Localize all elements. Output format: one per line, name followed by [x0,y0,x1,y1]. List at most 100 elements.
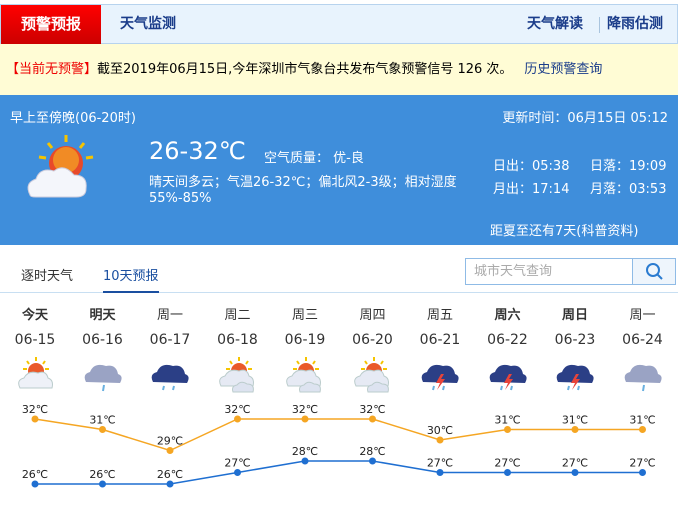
date-label: 06-17 [149,332,191,348]
high-temp-point [301,415,309,423]
high-temp-label: 32℃ [292,403,318,416]
low-temp-label: 26℃ [89,468,115,481]
period: 早上至傍晚(06-20时) [10,111,136,126]
low-temp-label: 27℃ [224,457,250,470]
high-temp-point [31,415,39,423]
high-temp-point [639,426,646,433]
date-label: 06-24 [622,332,663,348]
aqi-value: 优-良 [333,151,364,166]
date-label: 06-19 [284,332,326,348]
date-label: 06-15 [14,332,56,348]
low-temp-point [571,469,579,476]
date-label: 06-23 [554,332,596,348]
low-temp-point [31,480,39,488]
top-nav: 预警预报 天气监测 天气解读 降雨估测 [0,4,678,44]
divider [599,17,600,33]
partly-cloudy-icon [217,356,259,398]
day-label: 明天 [89,308,116,323]
low-temp-label: 28℃ [292,445,318,458]
thunderstorm-icon [419,356,461,398]
high-temp-label: 31℃ [89,414,115,427]
high-temp-point [571,426,579,433]
low-temp-point [639,469,646,476]
date-label: 06-21 [419,332,461,348]
high-temp-label: 30℃ [427,424,453,437]
low-temp-label: 27℃ [494,457,520,470]
forecast-tabs: 逐时天气 10天预报 城市天气查询 [0,250,678,293]
city-search-input[interactable]: 城市天气查询 [465,258,633,285]
high-temp-label: 31℃ [562,414,588,427]
high-temp-line [34,418,643,452]
high-temp-point [504,426,511,433]
day-label: 周四 [359,308,386,323]
aqi-label: 空气质量： [264,151,330,166]
tab-10-day[interactable]: 10天预报 [103,265,159,293]
sunset: 日落：19:09 [590,159,667,174]
high-temp-point [436,436,444,444]
low-temp-label: 26℃ [22,468,48,481]
date-label: 06-18 [217,332,258,348]
low-temp-label: 26℃ [157,468,183,481]
date-label: 06-22 [487,332,528,348]
low-temp-point [166,480,174,488]
low-temp-point [436,469,444,476]
date-label: 06-20 [352,332,393,348]
low-temp-point [234,469,241,476]
moonrise: 月出：17:14 [493,182,570,197]
temperature-chart: 32℃ 31℃ 29℃ 32℃ 32℃ 32℃ 30℃ 31℃ 31℃ 31℃ 26℃ 26℃ 26℃ 2… [22,403,656,488]
high-temp-point [99,426,106,433]
sunny-cloudy-icon [27,135,94,198]
day-label: 今天 [21,308,48,323]
cloudy-light-rain-icon [622,356,664,398]
high-temp-point [166,447,174,454]
day-label: 周三 [291,308,318,323]
link-weather-interpret[interactable]: 天气解读 [527,16,583,32]
cloudy-light-rain-icon [82,356,124,398]
high-temp-point [234,415,241,423]
partly-cloudy-icon [352,356,394,398]
date-label: 06-16 [82,332,123,348]
tab-hourly[interactable]: 逐时天气 [21,269,74,284]
day-label: 周六 [494,308,521,323]
alert-text: 截至2019年06月15日,今年深圳市气象台共发布气象预警信号 126 次。 [97,62,513,77]
low-temp-point [301,457,309,465]
temp-range: 26-32℃ [149,137,246,165]
high-temp-label: 31℃ [629,414,655,427]
sunny-cloudy-icon [14,356,56,398]
day-label: 周一 [156,308,183,323]
low-temp-label: 27℃ [562,457,588,470]
day-label: 周日 [561,308,588,323]
low-temp-point [369,457,376,465]
moonset: 月落：03:53 [590,182,667,197]
link-rain-estimate[interactable]: 降雨估测 [607,16,663,32]
high-temp-label: 29℃ [157,435,183,448]
alert-status: 【当前无预警】 [6,62,98,77]
day-label: 周一 [629,308,656,323]
thunderstorm-icon [554,356,596,398]
low-temp-line [35,460,643,485]
day-label: 周五 [426,308,453,323]
solstice-link[interactable]: 距夏至还有7天(科普资料) [490,224,639,239]
high-temp-label: 32℃ [224,403,250,416]
high-temp-point [369,415,376,423]
high-temp-label: 32℃ [359,403,385,416]
search-button[interactable] [632,258,676,285]
low-temp-label: 27℃ [427,457,453,470]
today-panel: 早上至傍晚(06-20时) 更新时间：06月15日 05:12 26-32℃ 空… [0,95,678,245]
humidity: 55%-85% [149,191,212,206]
tab-weather-monitor[interactable]: 天气监测 [120,16,176,32]
sunrise: 日出：05:38 [493,159,570,174]
history-warning-link[interactable]: 历史预警查询 [524,62,603,77]
tab-warning-forecast[interactable]: 预警预报 [1,5,101,44]
weather-desc: 晴天间多云；气温26-32℃；偏北风2-3级；相对湿度 [149,175,457,190]
alert-bar: 【当前无预警】截至2019年06月15日,今年深圳市气象台共发布气象预警信号 1… [0,44,678,95]
high-temp-label: 32℃ [22,403,48,416]
high-temp-label: 31℃ [494,414,520,427]
low-temp-point [99,480,106,488]
thunderstorm-icon [487,356,529,398]
update-time: 更新时间：06月15日 05:12 [502,111,668,126]
low-temp-point [504,469,511,476]
day-label: 周二 [224,308,251,323]
partly-cloudy-icon [284,356,326,398]
low-temp-label: 28℃ [359,445,385,458]
